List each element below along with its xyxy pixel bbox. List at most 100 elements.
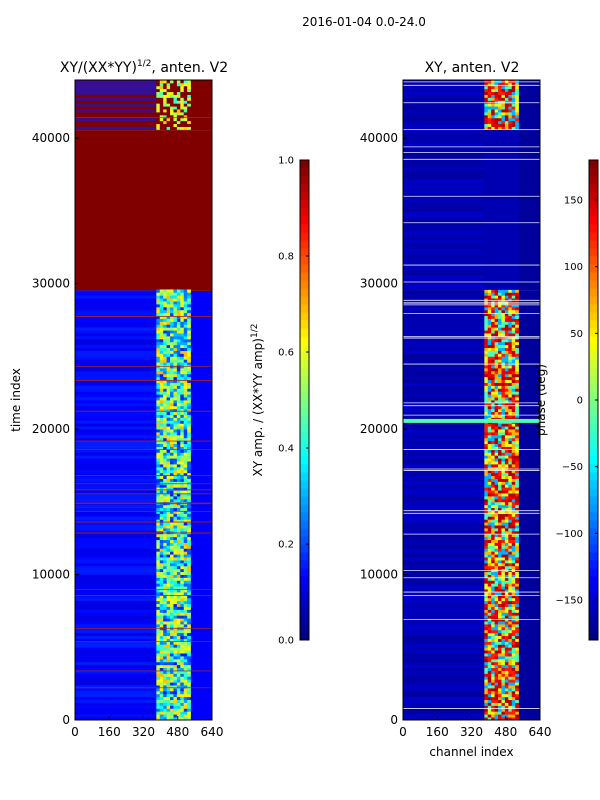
heatmap-cell xyxy=(156,368,161,372)
heatmap-cell xyxy=(484,475,489,479)
heatmap-cell xyxy=(504,97,509,101)
heatmap-cell xyxy=(176,507,181,511)
heatmap-cell xyxy=(515,554,519,558)
colorbar-swatch xyxy=(589,552,598,561)
heatmap-cell xyxy=(508,368,513,372)
heatmap-cell xyxy=(498,650,502,654)
heatmap-cell xyxy=(498,324,502,328)
heatmap-cell xyxy=(515,254,519,258)
colorbar-tick-label: 0.0 xyxy=(278,636,294,647)
heatmap-row xyxy=(75,109,157,113)
heatmap-cell xyxy=(511,88,516,93)
heatmap-cell xyxy=(183,641,188,645)
heatmap-cell xyxy=(156,565,161,570)
heatmap-cell xyxy=(494,117,499,122)
heatmap-row xyxy=(75,693,157,698)
heatmap-cell xyxy=(515,388,519,392)
colorbar-swatch xyxy=(300,632,309,641)
heatmap-cell xyxy=(156,432,161,436)
heatmap-cell xyxy=(484,449,489,453)
heatmap-cell xyxy=(511,574,516,578)
heatmap-row xyxy=(403,245,485,250)
colorbar-swatch xyxy=(589,496,598,505)
heatmap-cell xyxy=(156,571,161,575)
heatmap-cell xyxy=(159,458,164,462)
heatmap-cell xyxy=(156,594,161,599)
heatmap-cell xyxy=(487,673,492,677)
heatmap-cell xyxy=(501,414,506,418)
heatmap-cell xyxy=(166,449,171,453)
heatmap-row xyxy=(403,391,485,395)
heatmap-cell xyxy=(501,464,506,468)
heatmap-cell xyxy=(156,306,161,311)
heatmap-cell xyxy=(487,513,492,517)
heatmap-cell xyxy=(180,341,185,346)
heatmap-cell xyxy=(180,592,185,596)
heatmap-row xyxy=(403,257,485,261)
heatmap-cell xyxy=(180,408,185,413)
heatmap-cell xyxy=(187,426,191,430)
heatmap-cell xyxy=(163,109,167,113)
heatmap-cell xyxy=(498,437,502,442)
heatmap-cell xyxy=(501,679,506,683)
heatmap-cell xyxy=(159,711,164,715)
heatmap-cell xyxy=(504,638,509,642)
heatmap-cell xyxy=(511,667,516,671)
heatmap-cell xyxy=(187,542,191,546)
heatmap-cell xyxy=(170,702,174,706)
heatmap-cell xyxy=(501,702,506,706)
heatmap-cell xyxy=(501,141,506,145)
heatmap-cell xyxy=(170,667,174,671)
heatmap-cell xyxy=(176,443,181,447)
heatmap-cell xyxy=(170,606,174,610)
heatmap-cell xyxy=(159,336,164,340)
heatmap-row xyxy=(75,661,157,666)
heatmap-cell xyxy=(504,469,509,474)
heatmap-cell xyxy=(173,455,178,459)
heatmap-cell xyxy=(187,504,191,509)
heatmap-cell xyxy=(163,461,167,465)
heatmap-cell xyxy=(166,682,171,686)
heatmap-cell xyxy=(504,109,509,113)
heatmap-cell xyxy=(166,612,171,616)
heatmap-cell xyxy=(484,306,489,311)
heatmap-cell xyxy=(511,208,516,212)
heatmap-row xyxy=(75,522,157,526)
heatmap-cell xyxy=(487,94,492,98)
heatmap-cell xyxy=(504,190,509,194)
heatmap-cell xyxy=(166,379,171,383)
colorbar-swatch xyxy=(589,408,598,417)
heatmap-cell xyxy=(504,327,509,331)
heatmap-cell xyxy=(515,519,519,523)
heatmap-cell xyxy=(187,385,191,389)
heatmap-cell xyxy=(501,120,506,125)
heatmap-cell xyxy=(501,461,506,465)
heatmap-cell xyxy=(176,676,181,680)
heatmap-cell xyxy=(166,496,171,500)
heatmap-cell xyxy=(170,405,174,410)
heatmap-cell xyxy=(508,356,513,360)
heatmap-cell xyxy=(487,202,492,206)
heatmap-cell xyxy=(180,609,185,613)
heatmap-cell xyxy=(501,208,506,212)
heatmap-cell xyxy=(484,574,489,578)
heatmap-cell xyxy=(487,388,492,392)
colorbar-swatch xyxy=(300,232,309,241)
heatmap-cell xyxy=(159,525,164,529)
heatmap-cell xyxy=(501,199,506,203)
heatmap-cell xyxy=(487,295,492,299)
heatmap-cell xyxy=(501,449,506,453)
heatmap-cell xyxy=(173,344,178,349)
heatmap-cell xyxy=(484,123,489,127)
heatmap-cell xyxy=(504,426,509,430)
heatmap-cell xyxy=(166,510,171,514)
heatmap-cell xyxy=(501,557,506,561)
heatmap-cell xyxy=(494,603,499,607)
heatmap-cell xyxy=(166,301,171,305)
heatmap-cell xyxy=(173,411,178,415)
heatmap-cell xyxy=(156,437,161,442)
heatmap-cell xyxy=(163,382,167,386)
heatmap-cell xyxy=(484,519,489,523)
heatmap-cell xyxy=(183,292,188,296)
heatmap-row xyxy=(75,461,157,465)
